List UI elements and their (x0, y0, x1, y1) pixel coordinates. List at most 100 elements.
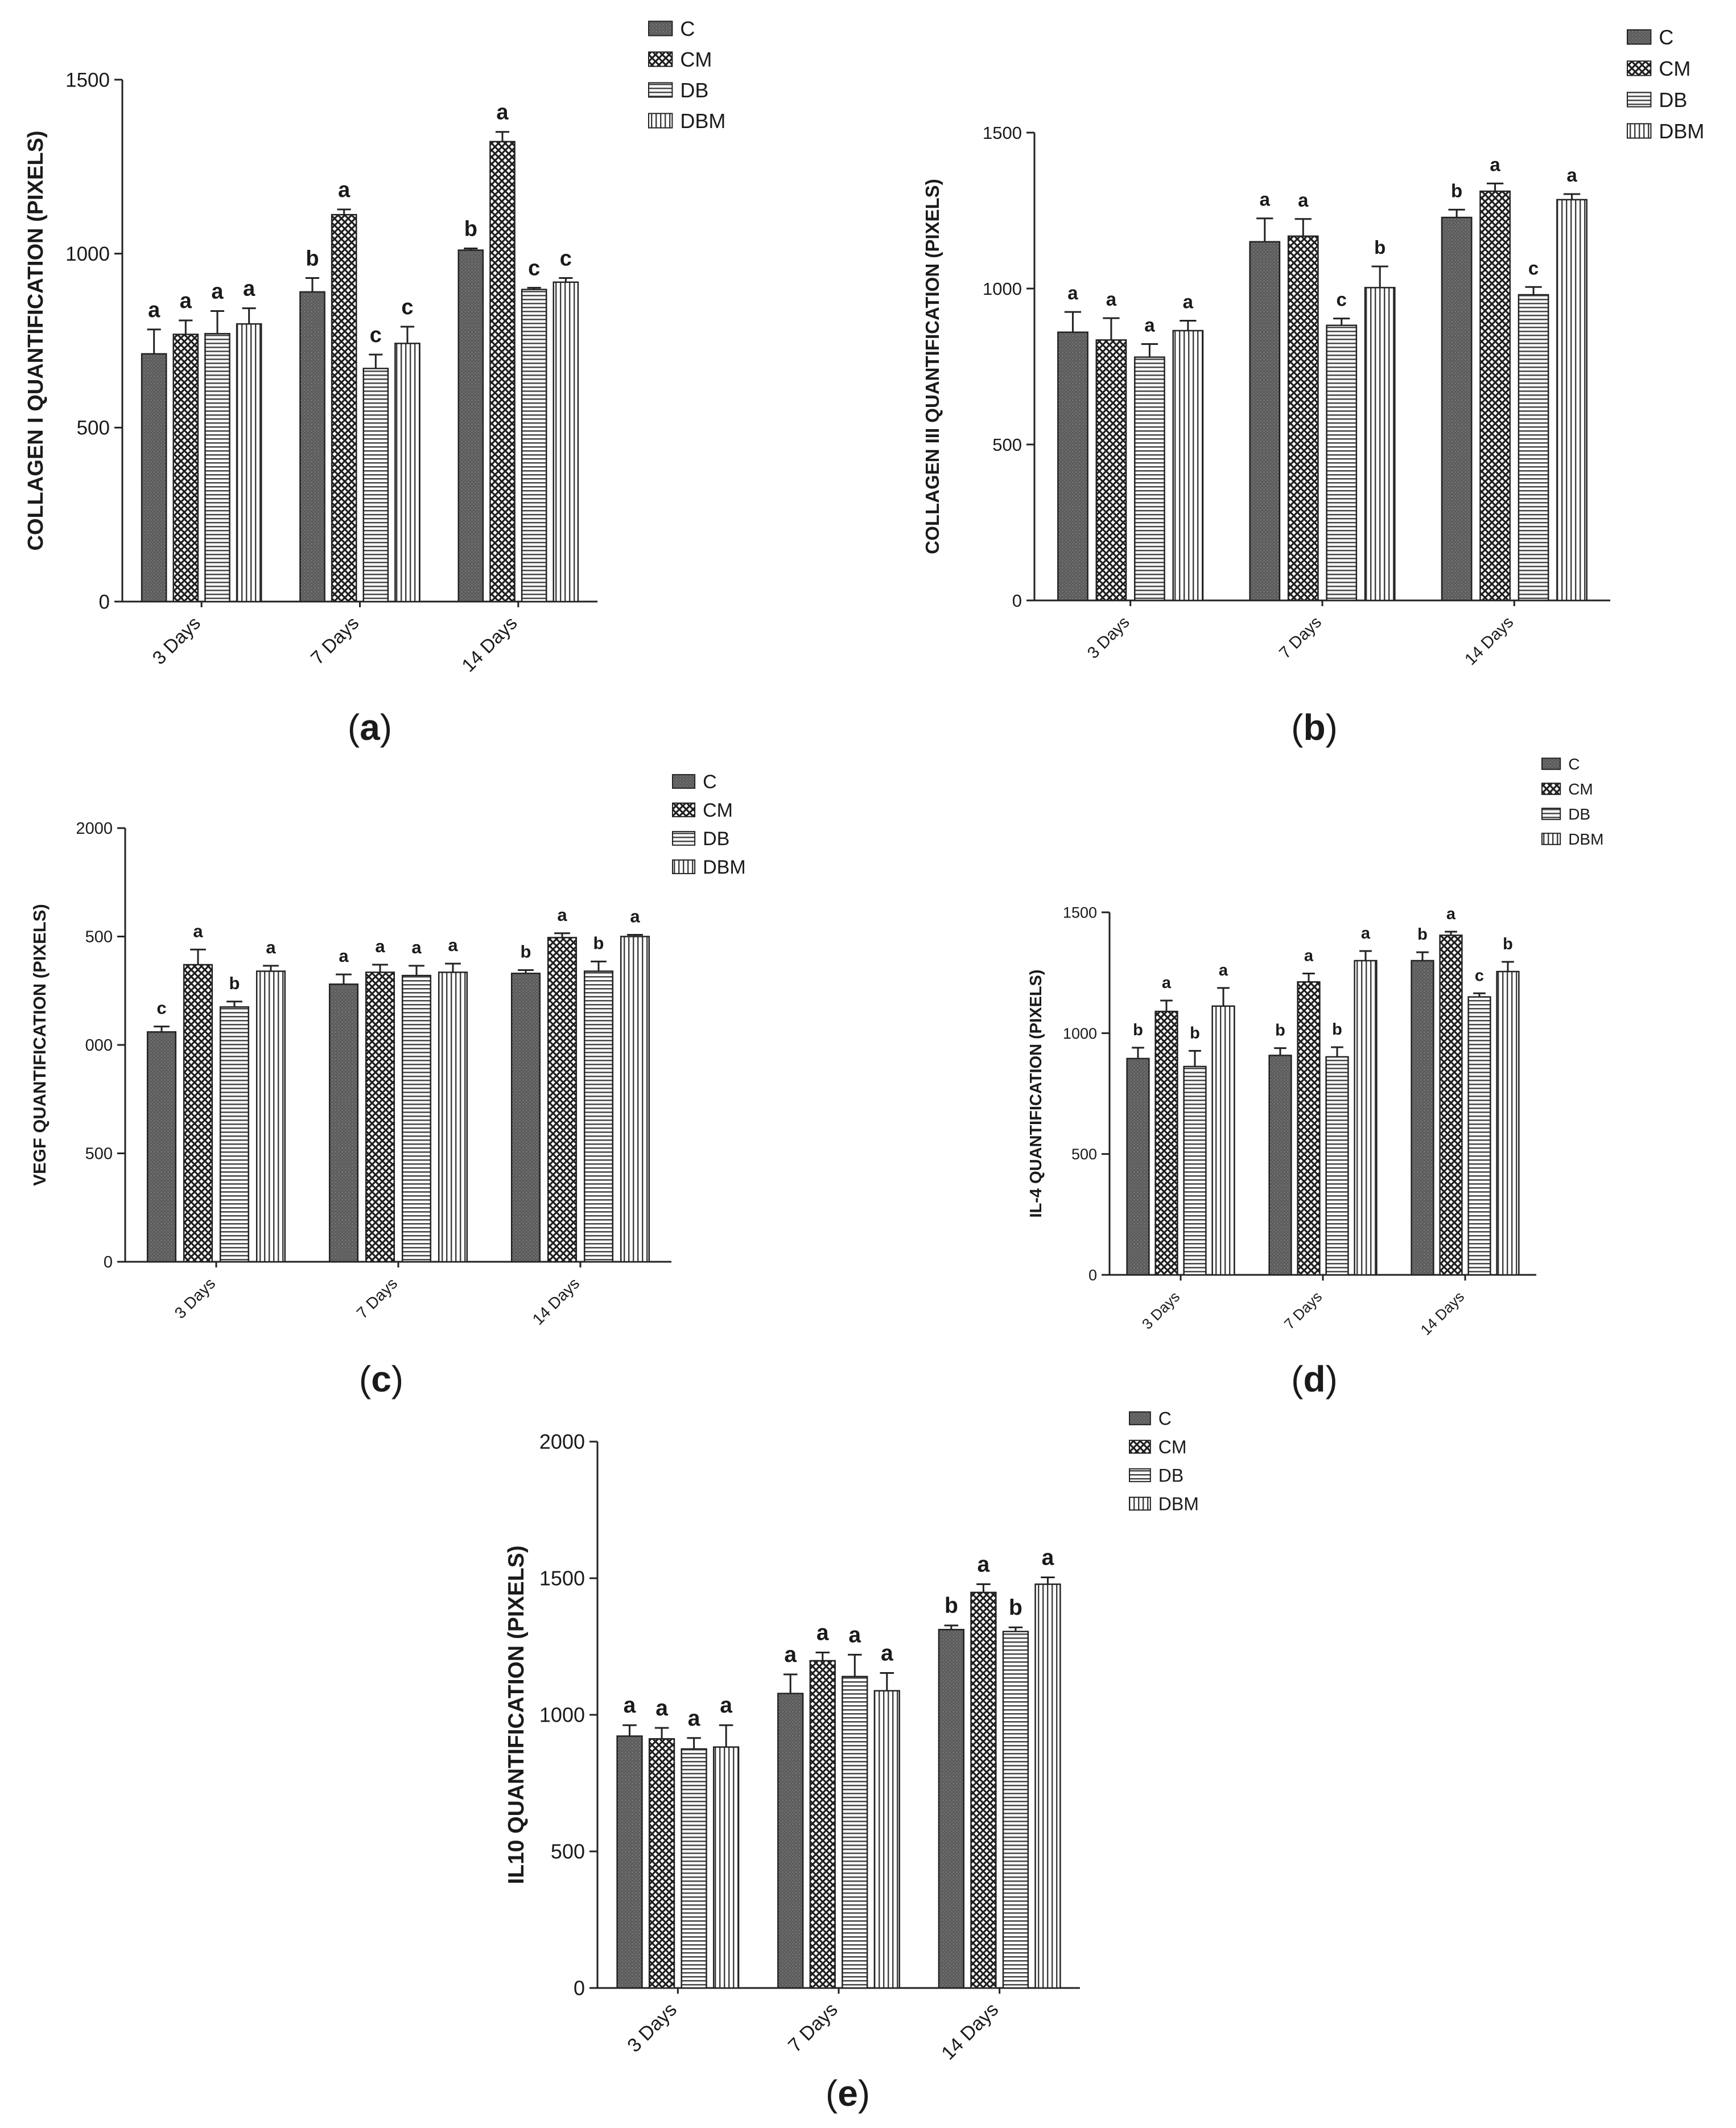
bar[interactable] (1439, 935, 1463, 1276)
bar[interactable] (1325, 1056, 1349, 1276)
significance-letter: a (557, 905, 567, 925)
bar[interactable] (620, 936, 650, 1263)
panel-caption: (d) (1291, 1359, 1338, 1400)
bar[interactable] (938, 1628, 965, 1989)
bar[interactable] (1126, 1057, 1150, 1276)
bar[interactable] (1057, 331, 1088, 602)
bar[interactable] (1326, 324, 1358, 602)
bar[interactable] (873, 1690, 900, 1989)
bar[interactable] (328, 983, 359, 1263)
panel-d: 0 500 1000 1500 IL-4 QUANTIFICATION (PIXELS)… (1027, 755, 1603, 1400)
bar[interactable] (970, 1591, 997, 1989)
bar[interactable] (1268, 1055, 1292, 1276)
significance-letter: a (624, 1693, 636, 1718)
bar[interactable] (681, 1748, 707, 1989)
bar[interactable] (489, 141, 516, 603)
x-tick-label: 14 Days (1461, 613, 1517, 669)
significance-letter: a (193, 921, 203, 941)
bar[interactable] (365, 972, 395, 1263)
y-axis-title: COLLAGEN III QUANTIFICATION (PIXELS) (922, 179, 943, 554)
bar[interactable] (510, 973, 541, 1263)
significance-letter: b (306, 246, 319, 270)
x-tick-label: 7 Days (353, 1274, 401, 1322)
bar[interactable] (1172, 330, 1204, 602)
y-tick-label: 500 (992, 435, 1022, 455)
significance-letter: b (1275, 1022, 1285, 1040)
bar[interactable] (394, 343, 420, 603)
significance-letter: a (1183, 291, 1194, 312)
y-tick-label: 1500 (65, 69, 110, 91)
significance-letter: c (1528, 257, 1539, 278)
bar[interactable] (219, 1006, 250, 1263)
significance-letter: a (1298, 190, 1309, 211)
bar[interactable] (1518, 294, 1549, 602)
bar[interactable] (236, 323, 262, 603)
bar[interactable] (457, 249, 484, 603)
bar[interactable] (1249, 241, 1281, 602)
bar[interactable] (1034, 1583, 1061, 1989)
x-tick-label: 7 Days (1281, 1288, 1325, 1332)
bar[interactable] (616, 1735, 643, 1989)
bar[interactable] (521, 289, 547, 603)
significance-letter: b (521, 942, 531, 962)
bar[interactable] (1556, 199, 1587, 602)
bar[interactable] (1364, 287, 1396, 602)
y-tick-label: 1000 (1063, 1025, 1097, 1042)
bar[interactable] (438, 972, 468, 1263)
bar[interactable] (183, 964, 213, 1263)
bar[interactable] (552, 281, 579, 603)
bar[interactable] (842, 1676, 868, 1989)
bar[interactable] (712, 1746, 740, 1989)
bar[interactable] (1134, 356, 1165, 602)
bar[interactable] (583, 970, 614, 1263)
x-tick-label: 7 Days (784, 1999, 842, 2057)
bar[interactable] (331, 213, 357, 603)
bar[interactable] (1411, 960, 1434, 1276)
bar[interactable] (299, 291, 325, 603)
legend-label: C (680, 17, 695, 40)
legend-label: CM (680, 48, 712, 71)
bar[interactable] (362, 368, 389, 603)
bar[interactable] (777, 1693, 804, 1989)
x-tick-label: 7 Days (1276, 613, 1325, 662)
bar[interactable] (1211, 1005, 1235, 1276)
bar[interactable] (809, 1660, 836, 1989)
bar[interactable] (1183, 1065, 1207, 1276)
significance-letter: a (1361, 924, 1371, 942)
significance-letter: a (978, 1553, 990, 1577)
x-tick-label: 3 Days (1139, 1288, 1183, 1332)
bar[interactable] (1095, 339, 1127, 602)
bar[interactable] (1154, 1010, 1178, 1276)
bar[interactable] (547, 937, 578, 1263)
y-tick-label: 1500 (1063, 904, 1097, 921)
bar[interactable] (1002, 1631, 1029, 1989)
significance-letter: b (1417, 925, 1428, 944)
bar[interactable] (1496, 970, 1520, 1276)
legend-swatch (1627, 29, 1652, 45)
panel-caption: (a) (348, 707, 392, 748)
bar[interactable] (1354, 960, 1378, 1276)
bar[interactable] (1479, 190, 1511, 602)
bar[interactable] (1287, 235, 1319, 602)
bar[interactable] (204, 333, 230, 603)
bar[interactable] (1297, 981, 1321, 1276)
panel-b: 0 500 1000 1500 COLLAGEN III QUANTIFICATION … (922, 26, 1704, 748)
significance-letter: c (560, 246, 572, 270)
bar[interactable] (1467, 996, 1491, 1276)
legend-label: DB (1659, 88, 1687, 112)
bar[interactable] (141, 353, 167, 603)
bar[interactable] (146, 1031, 177, 1263)
legend-label: DBM (703, 857, 746, 878)
bar[interactable] (401, 974, 432, 1263)
y-tick-label: 0 (1088, 1266, 1097, 1283)
significance-letter: a (1566, 164, 1577, 186)
significance-letter: a (375, 936, 385, 956)
bar[interactable] (255, 970, 286, 1263)
bar[interactable] (1441, 216, 1473, 602)
bar[interactable] (172, 334, 199, 603)
y-axis-title: COLLAGEN I QUANTIFICATION (PIXELS) (24, 130, 48, 550)
legend-swatch (1129, 1468, 1151, 1483)
legend-label: CM (1158, 1437, 1187, 1458)
bar[interactable] (648, 1738, 675, 1989)
